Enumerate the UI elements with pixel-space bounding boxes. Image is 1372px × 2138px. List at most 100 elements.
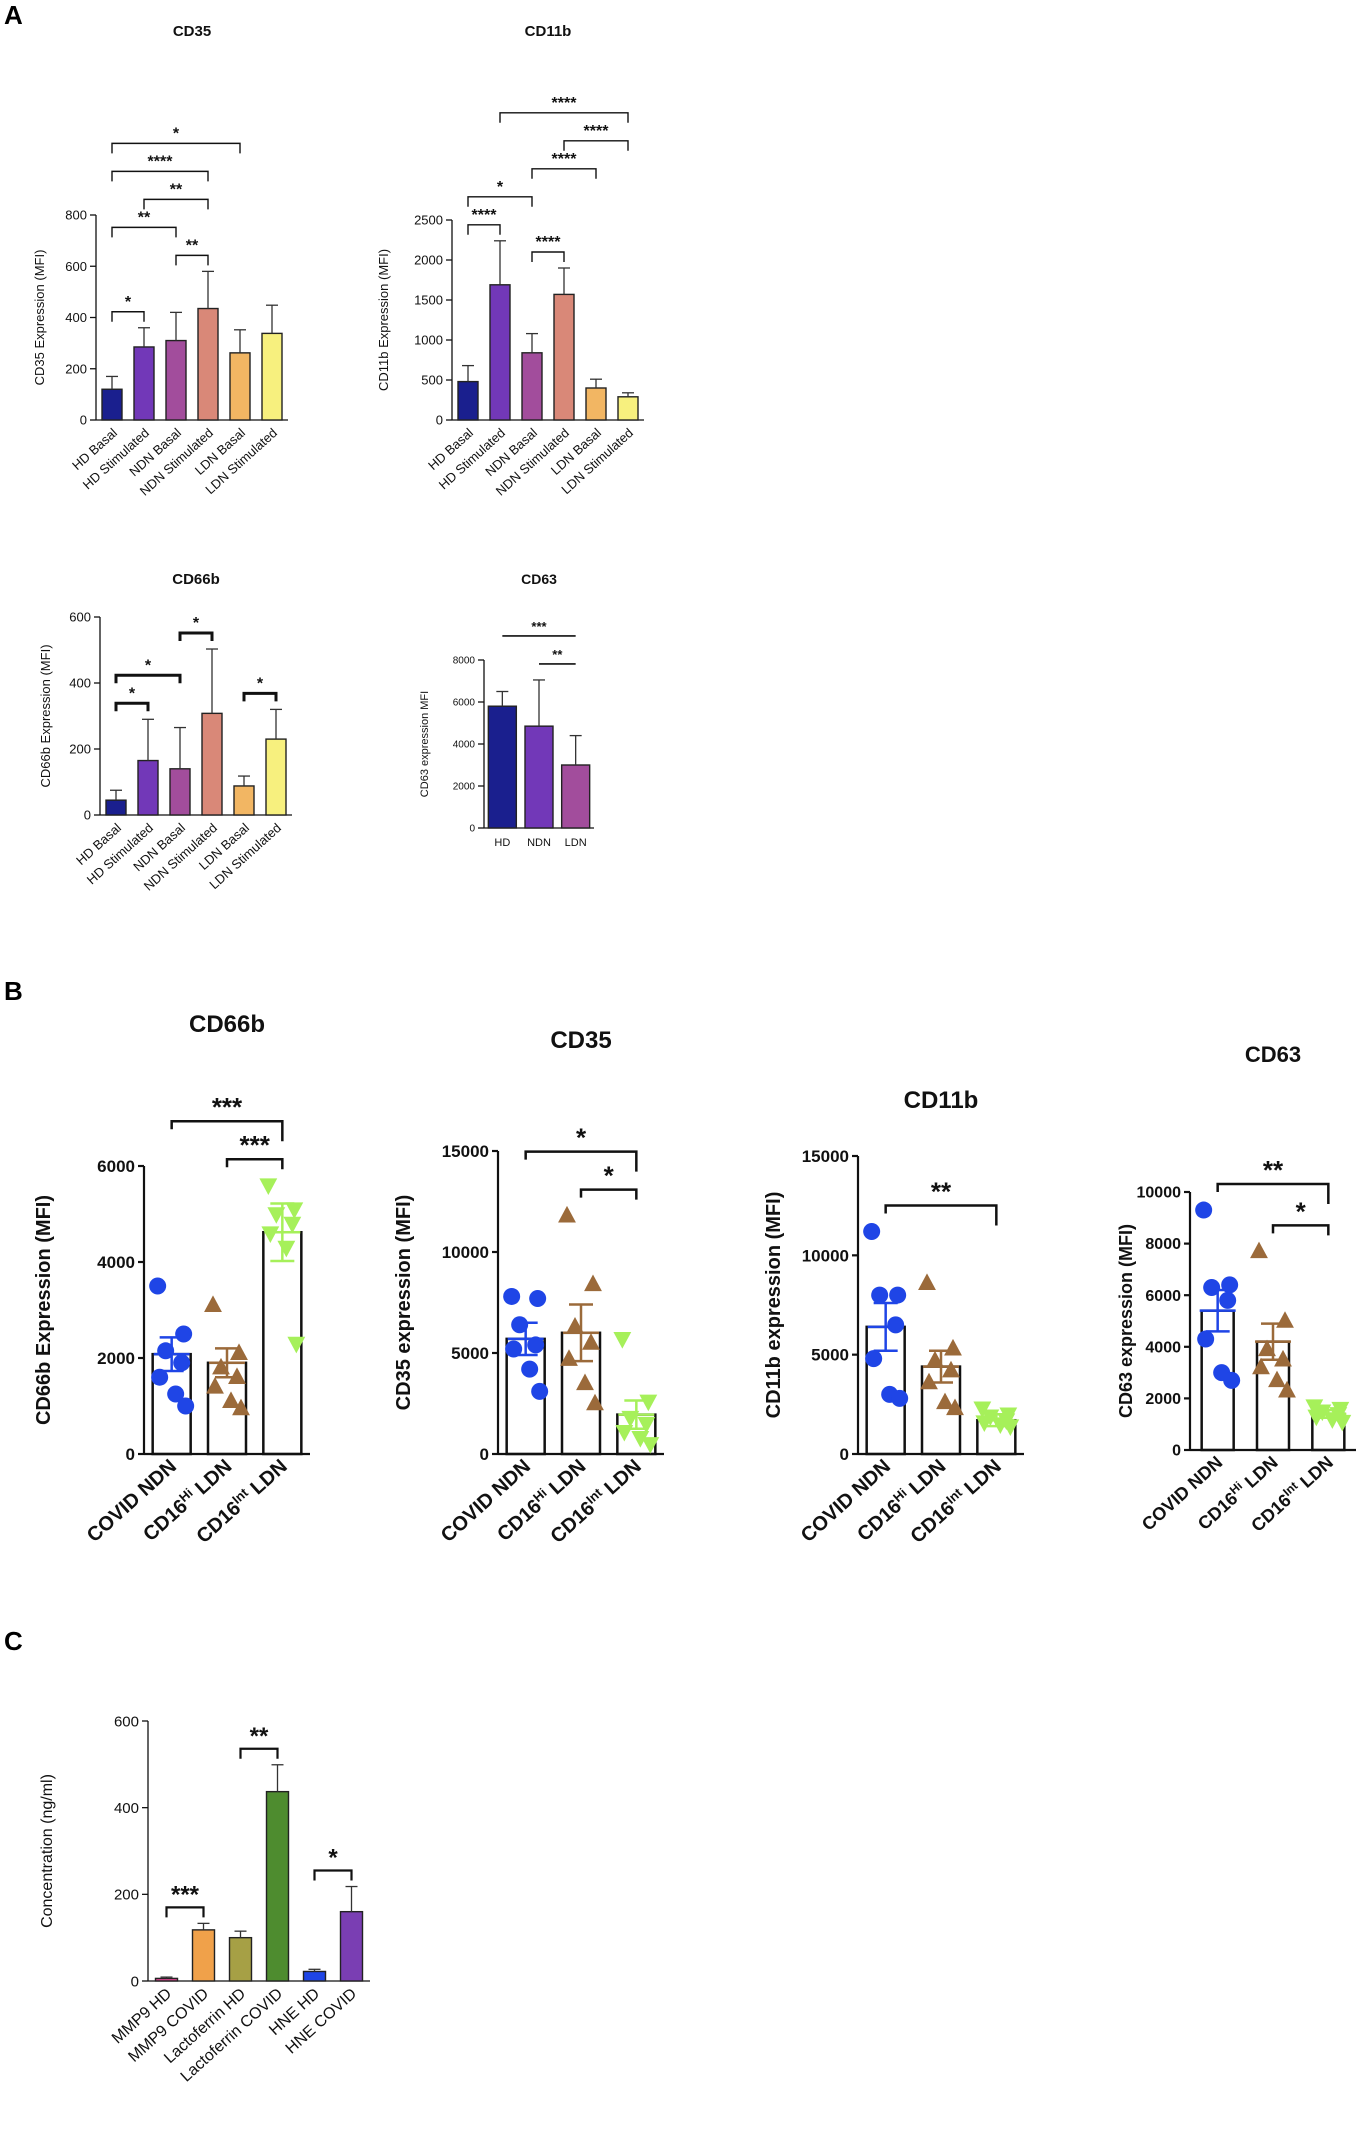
data-point <box>173 1354 191 1372</box>
y-tick-label: 400 <box>114 1800 139 1817</box>
data-point <box>920 1372 938 1390</box>
y-tick-label: 0 <box>131 1973 139 1990</box>
data-point <box>865 1350 883 1368</box>
y-tick-label: 2000 <box>414 253 443 268</box>
significance-label: **** <box>552 95 578 112</box>
y-tick-label: 2000 <box>453 782 476 793</box>
significance-bracket <box>143 198 209 210</box>
data-point <box>503 1287 521 1305</box>
significance-bracket <box>579 1188 638 1200</box>
y-axis-label: CD35 expression (MFI) <box>393 1195 415 1411</box>
y-tick-label: 4000 <box>97 1253 135 1272</box>
data-point <box>936 1392 954 1410</box>
x-tick-label: LDN <box>565 837 587 849</box>
data-point <box>1001 1419 1020 1436</box>
y-axis-label: CD63 expression MFI <box>419 691 431 797</box>
data-point <box>942 1360 960 1378</box>
y-tick-label: 800 <box>65 208 87 223</box>
data-point <box>889 1286 907 1304</box>
x-tick-label: CD16Int LDN <box>191 1454 292 1548</box>
data-point <box>1197 1330 1215 1348</box>
significance-bracket <box>165 1906 205 1918</box>
y-tick-label: 15000 <box>802 1147 849 1166</box>
significance-label: ** <box>186 237 199 254</box>
significance-bracket <box>170 1119 284 1142</box>
data-point <box>926 1350 944 1368</box>
bar <box>137 759 159 816</box>
y-tick-label: 0 <box>1172 1443 1181 1460</box>
y-tick-label: 6000 <box>97 1157 135 1176</box>
chart-title: CD63 <box>1245 1042 1301 1067</box>
y-axis-label: Concentration (ng/ml) <box>39 1774 56 1928</box>
bar <box>228 1936 253 1982</box>
y-tick-label: 6000 <box>453 698 476 709</box>
bar <box>201 712 223 816</box>
y-tick-label: 600 <box>114 1713 139 1730</box>
significance-label: * <box>1296 1196 1307 1226</box>
bar <box>265 1790 290 1982</box>
chart-title: CD11b <box>904 1087 979 1114</box>
data-point <box>1252 1357 1270 1375</box>
data-point <box>615 1424 634 1442</box>
y-tick-label: 0 <box>436 413 443 428</box>
data-point <box>259 1178 278 1195</box>
significance-label: ** <box>931 1176 952 1206</box>
significance-bracket <box>467 224 501 235</box>
data-point <box>1258 1339 1276 1357</box>
data-point <box>621 1410 640 1428</box>
significance-bracket <box>111 170 209 182</box>
bar <box>229 352 251 421</box>
bar <box>524 725 554 829</box>
y-tick-label: 1000 <box>414 333 443 348</box>
data-point <box>1333 1414 1352 1432</box>
y-tick-label: 6000 <box>1145 1288 1181 1305</box>
significance-label: * <box>129 685 136 702</box>
data-point <box>212 1357 230 1375</box>
y-tick-label: 400 <box>69 676 91 691</box>
bar <box>197 307 219 421</box>
data-point <box>230 1343 248 1360</box>
bar <box>560 764 591 829</box>
data-point <box>149 1277 167 1295</box>
significance-label: *** <box>239 1130 270 1160</box>
y-axis-label: CD11b Expression (MFI) <box>376 249 391 391</box>
bar <box>553 293 575 421</box>
significance-label: * <box>576 1123 587 1153</box>
significance-label: ** <box>552 647 563 662</box>
significance-label: ** <box>170 181 183 198</box>
data-point <box>157 1342 175 1360</box>
data-point <box>283 1216 302 1234</box>
chart-title: CD66b <box>172 571 220 588</box>
data-point <box>582 1333 600 1350</box>
significance-bracket <box>531 168 597 179</box>
significance-label: **** <box>148 153 174 170</box>
data-point <box>918 1273 936 1290</box>
y-tick-label: 2000 <box>1145 1391 1181 1408</box>
bar <box>133 346 155 421</box>
data-point <box>639 1394 658 1412</box>
y-tick-label: 0 <box>80 413 87 428</box>
significance-bracket <box>1271 1224 1330 1236</box>
significance-bracket <box>114 701 150 712</box>
significance-label: * <box>497 179 504 196</box>
y-axis-label: CD66b Expression (MFI) <box>38 644 53 787</box>
significance-label: ** <box>138 209 151 226</box>
significance-label: * <box>145 657 152 674</box>
data-point <box>1195 1201 1213 1219</box>
panel-label-c: C <box>4 1626 23 1656</box>
y-tick-label: 10000 <box>1137 1185 1182 1202</box>
significance-bracket <box>175 254 209 266</box>
significance-bracket <box>499 112 629 123</box>
data-point <box>531 1382 549 1400</box>
y-tick-label: 5000 <box>451 1344 489 1363</box>
data-point <box>560 1349 578 1366</box>
y-tick-label: 8000 <box>1145 1236 1181 1253</box>
data-point <box>167 1385 185 1403</box>
data-point <box>946 1398 964 1416</box>
data-point <box>1268 1370 1286 1388</box>
y-tick-label: 10000 <box>442 1243 489 1262</box>
data-point <box>261 1226 280 1243</box>
